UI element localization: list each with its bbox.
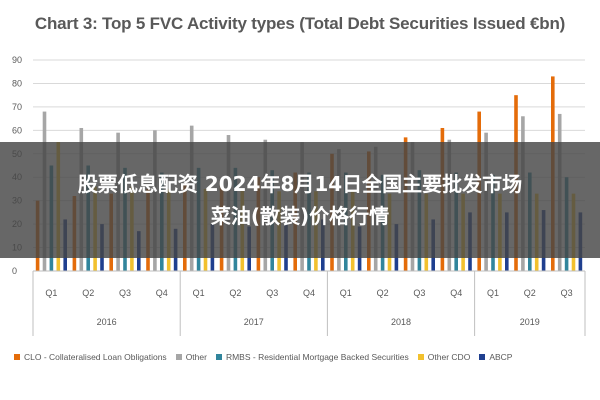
- overlay-line-1: 股票低息配资 2024年8月14日全国主要批发市场: [77, 172, 523, 196]
- x-axis: Q1 Q2 Q3 Q4 Q1 Q2 Q3 Q4 Q1 Q2 Q3 Q4 Q1 Q2 Q3 2016 2017 20…: [32, 270, 586, 336]
- legend-label: CLO - Collateralised Loan Obligations: [24, 352, 167, 362]
- legend-item: ABCP: [479, 352, 512, 362]
- x-tick-label: Q2: [377, 288, 389, 298]
- y-tick-label: 80: [12, 78, 22, 88]
- y-tick-label: 0: [12, 266, 17, 276]
- x-tick-label: Q1: [340, 288, 352, 298]
- legend-label: Other CDO: [427, 352, 471, 362]
- chart-title: Chart 3: Top 5 FVC Activity types (Total…: [34, 14, 566, 33]
- x-tick-label: Q4: [450, 288, 462, 298]
- legend-swatch: [417, 354, 424, 360]
- x-tick-label: Q1: [45, 288, 57, 298]
- legend-swatch: [14, 354, 20, 360]
- legend: CLO - Collateralised Loan Obligations Oth…: [14, 352, 600, 362]
- x-tick-label: Q4: [156, 288, 168, 298]
- x-tick-label: Q2: [229, 288, 241, 298]
- x-tick-label: Q3: [119, 288, 131, 298]
- legend-item: RMBS - Residential Mortgage Backed Secur…: [215, 352, 409, 362]
- legend-item: Other: [175, 352, 207, 362]
- x-group-label: 2019: [520, 317, 540, 327]
- y-tick-label: 60: [12, 125, 22, 135]
- legend-swatch: [479, 354, 486, 360]
- legend-label: ABCP: [489, 352, 513, 362]
- y-tick-label: 90: [12, 55, 22, 65]
- overlay-banner: 股票低息配资 2024年8月14日全国主要批发市场 菜油(散装)价格行情: [0, 142, 600, 258]
- legend-item: CLO - Collateralised Loan Obligations: [14, 352, 167, 362]
- legend-label: RMBS - Residential Mortgage Backed Secur…: [225, 352, 409, 362]
- x-tick-label: Q4: [303, 288, 315, 298]
- x-group-label: 2016: [97, 317, 117, 327]
- legend-item: Other CDO: [417, 352, 471, 362]
- legend-label: Other: [185, 352, 207, 362]
- x-tick-label: Q3: [266, 288, 278, 298]
- x-tick-label: Q1: [487, 288, 499, 298]
- x-group-label: 2018: [391, 317, 411, 327]
- x-group-label: 2017: [244, 317, 264, 327]
- overlay-line-2: 菜油(散装)价格行情: [210, 204, 390, 228]
- x-tick-label: Q3: [561, 288, 573, 298]
- x-tick-label: Q2: [82, 288, 94, 298]
- legend-swatch: [215, 354, 222, 360]
- y-tick-label: 70: [12, 102, 22, 112]
- legend-swatch: [175, 354, 182, 360]
- x-tick-label: Q3: [413, 288, 425, 298]
- x-tick-label: Q2: [524, 288, 536, 298]
- x-tick-label: Q1: [193, 288, 205, 298]
